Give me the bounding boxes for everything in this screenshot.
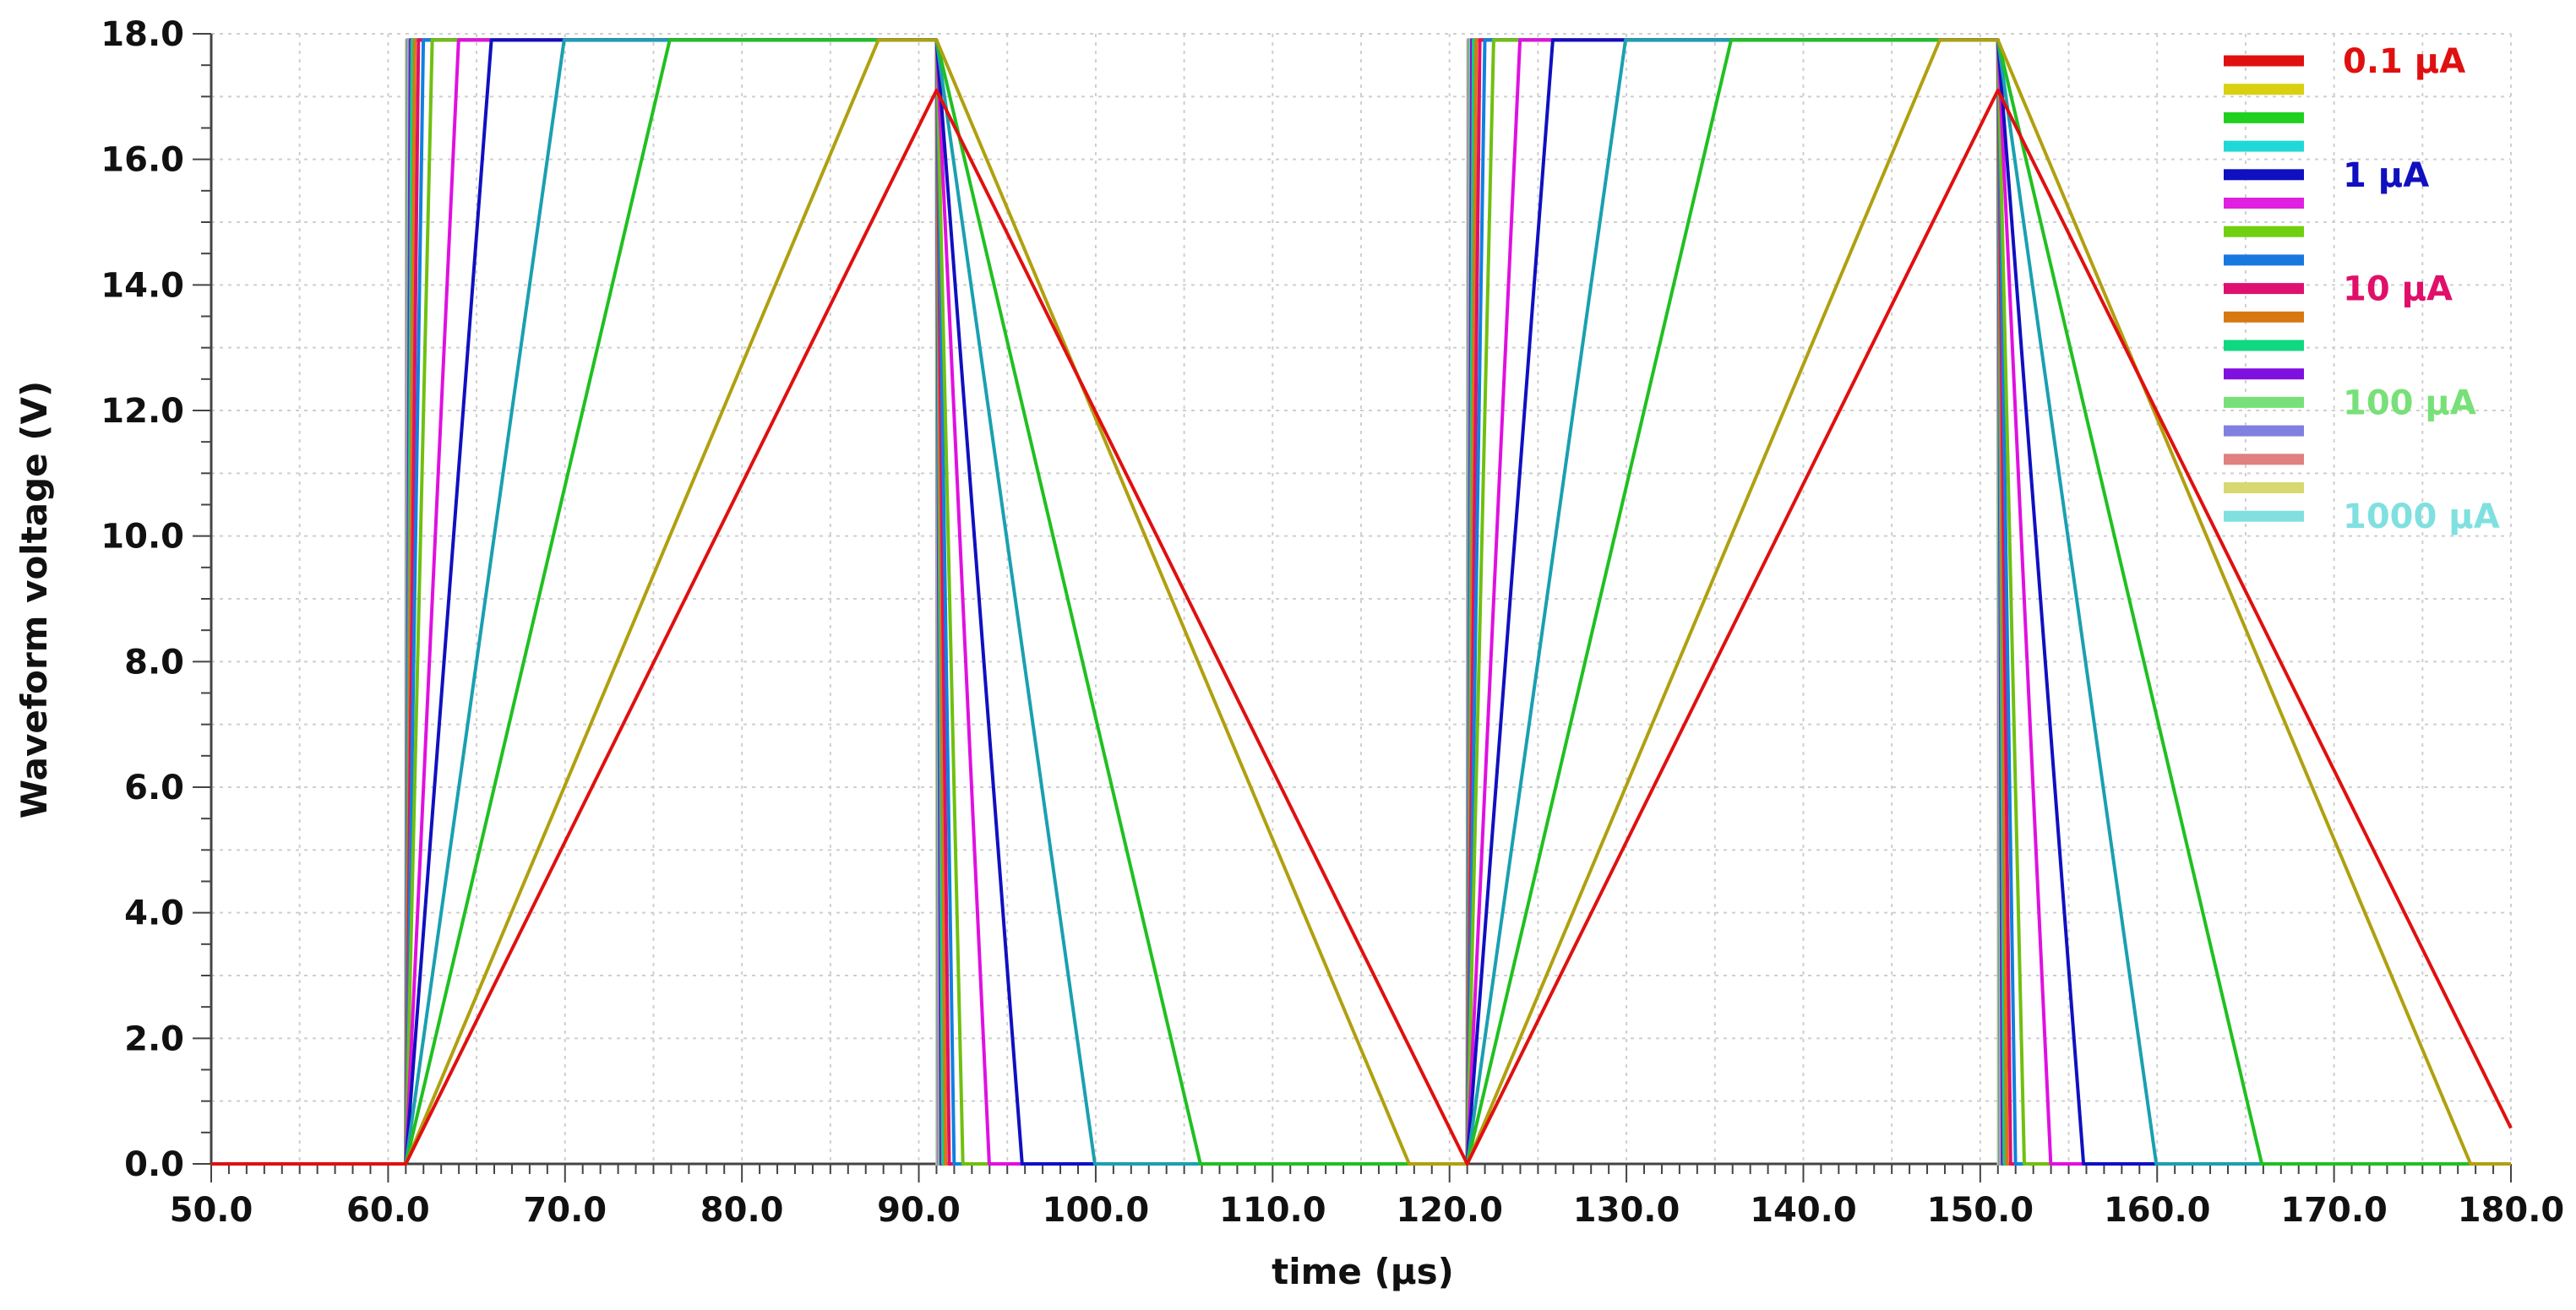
legend: 0.1 µA 1 µA 10 µA 100 µA 1000 µA (2224, 42, 2500, 536)
y-tick-label: 0.0 (124, 1145, 184, 1184)
y-axis-title: Waveform voltage (V) (14, 381, 55, 818)
series-line-1 (211, 38, 2511, 1166)
legend-swatch (2224, 482, 2304, 493)
legend-label: 0.1 µA (2343, 42, 2465, 81)
x-tick-labels: 50.0 60.0 70.0 80.0 90.0 100.0 110.0 120.0 130.0… (170, 1191, 2565, 1230)
legend-swatch (2224, 425, 2304, 437)
x-tick-label: 60.0 (346, 1191, 430, 1230)
y-tick-labels: 0.0 2.0 4.0 6.0 8.0 10.0 12.0 14.0 16.0 18.0 (101, 15, 184, 1184)
x-tick-label: 170.0 (2280, 1191, 2388, 1230)
x-tick-label: 130.0 (1573, 1191, 1680, 1230)
y-tick-label: 10.0 (101, 518, 184, 557)
y-tick-label: 14.0 (101, 266, 184, 305)
legend-swatch (2224, 454, 2304, 465)
legend-label: 1000 µA (2343, 497, 2500, 536)
legend-swatch (2224, 311, 2304, 323)
y-tick-label: 16.0 (101, 141, 184, 180)
y-tick-label: 8.0 (124, 643, 184, 682)
y-tick-label: 2.0 (124, 1019, 184, 1058)
x-tick-label: 100.0 (1043, 1191, 1150, 1230)
legend-swatch (2224, 283, 2304, 295)
legend-swatch (2224, 340, 2304, 351)
y-tick-label: 4.0 (124, 894, 184, 933)
series-line-0 (211, 88, 2513, 1166)
x-tick-label: 140.0 (1750, 1191, 1857, 1230)
x-tick-label: 110.0 (1219, 1191, 1326, 1230)
legend-swatch (2224, 510, 2304, 522)
legend-swatch (2224, 254, 2304, 266)
legend-swatch (2224, 84, 2304, 95)
x-axis-title: time (µs) (1272, 1251, 1454, 1292)
legend-swatch (2224, 198, 2304, 209)
legend-swatch (2224, 169, 2304, 181)
legend-label: 1 µA (2343, 156, 2429, 195)
legend-swatch (2224, 396, 2304, 408)
y-tick-label: 12.0 (101, 392, 184, 431)
y-tick-label: 6.0 (124, 769, 184, 807)
legend-swatch (2224, 111, 2304, 123)
legend-label: 10 µA (2343, 270, 2453, 309)
x-tick-label: 150.0 (1927, 1191, 2034, 1230)
x-tick-label: 160.0 (2104, 1191, 2211, 1230)
x-tick-label: 80.0 (700, 1191, 784, 1230)
x-tick-label: 50.0 (170, 1191, 253, 1230)
legend-swatch (2224, 140, 2304, 152)
series-line-2 (211, 38, 2511, 1166)
legend-label: 100 µA (2343, 383, 2476, 422)
series-lines (211, 38, 2513, 1166)
x-tick-label: 120.0 (1396, 1191, 1503, 1230)
x-tick-label: 70.0 (523, 1191, 607, 1230)
legend-swatch (2224, 226, 2304, 237)
x-tick-label: 180.0 (2458, 1191, 2565, 1230)
x-tick-label: 90.0 (877, 1191, 961, 1230)
legend-swatch (2224, 368, 2304, 380)
legend-swatch (2224, 55, 2304, 67)
y-tick-label: 18.0 (101, 15, 184, 54)
